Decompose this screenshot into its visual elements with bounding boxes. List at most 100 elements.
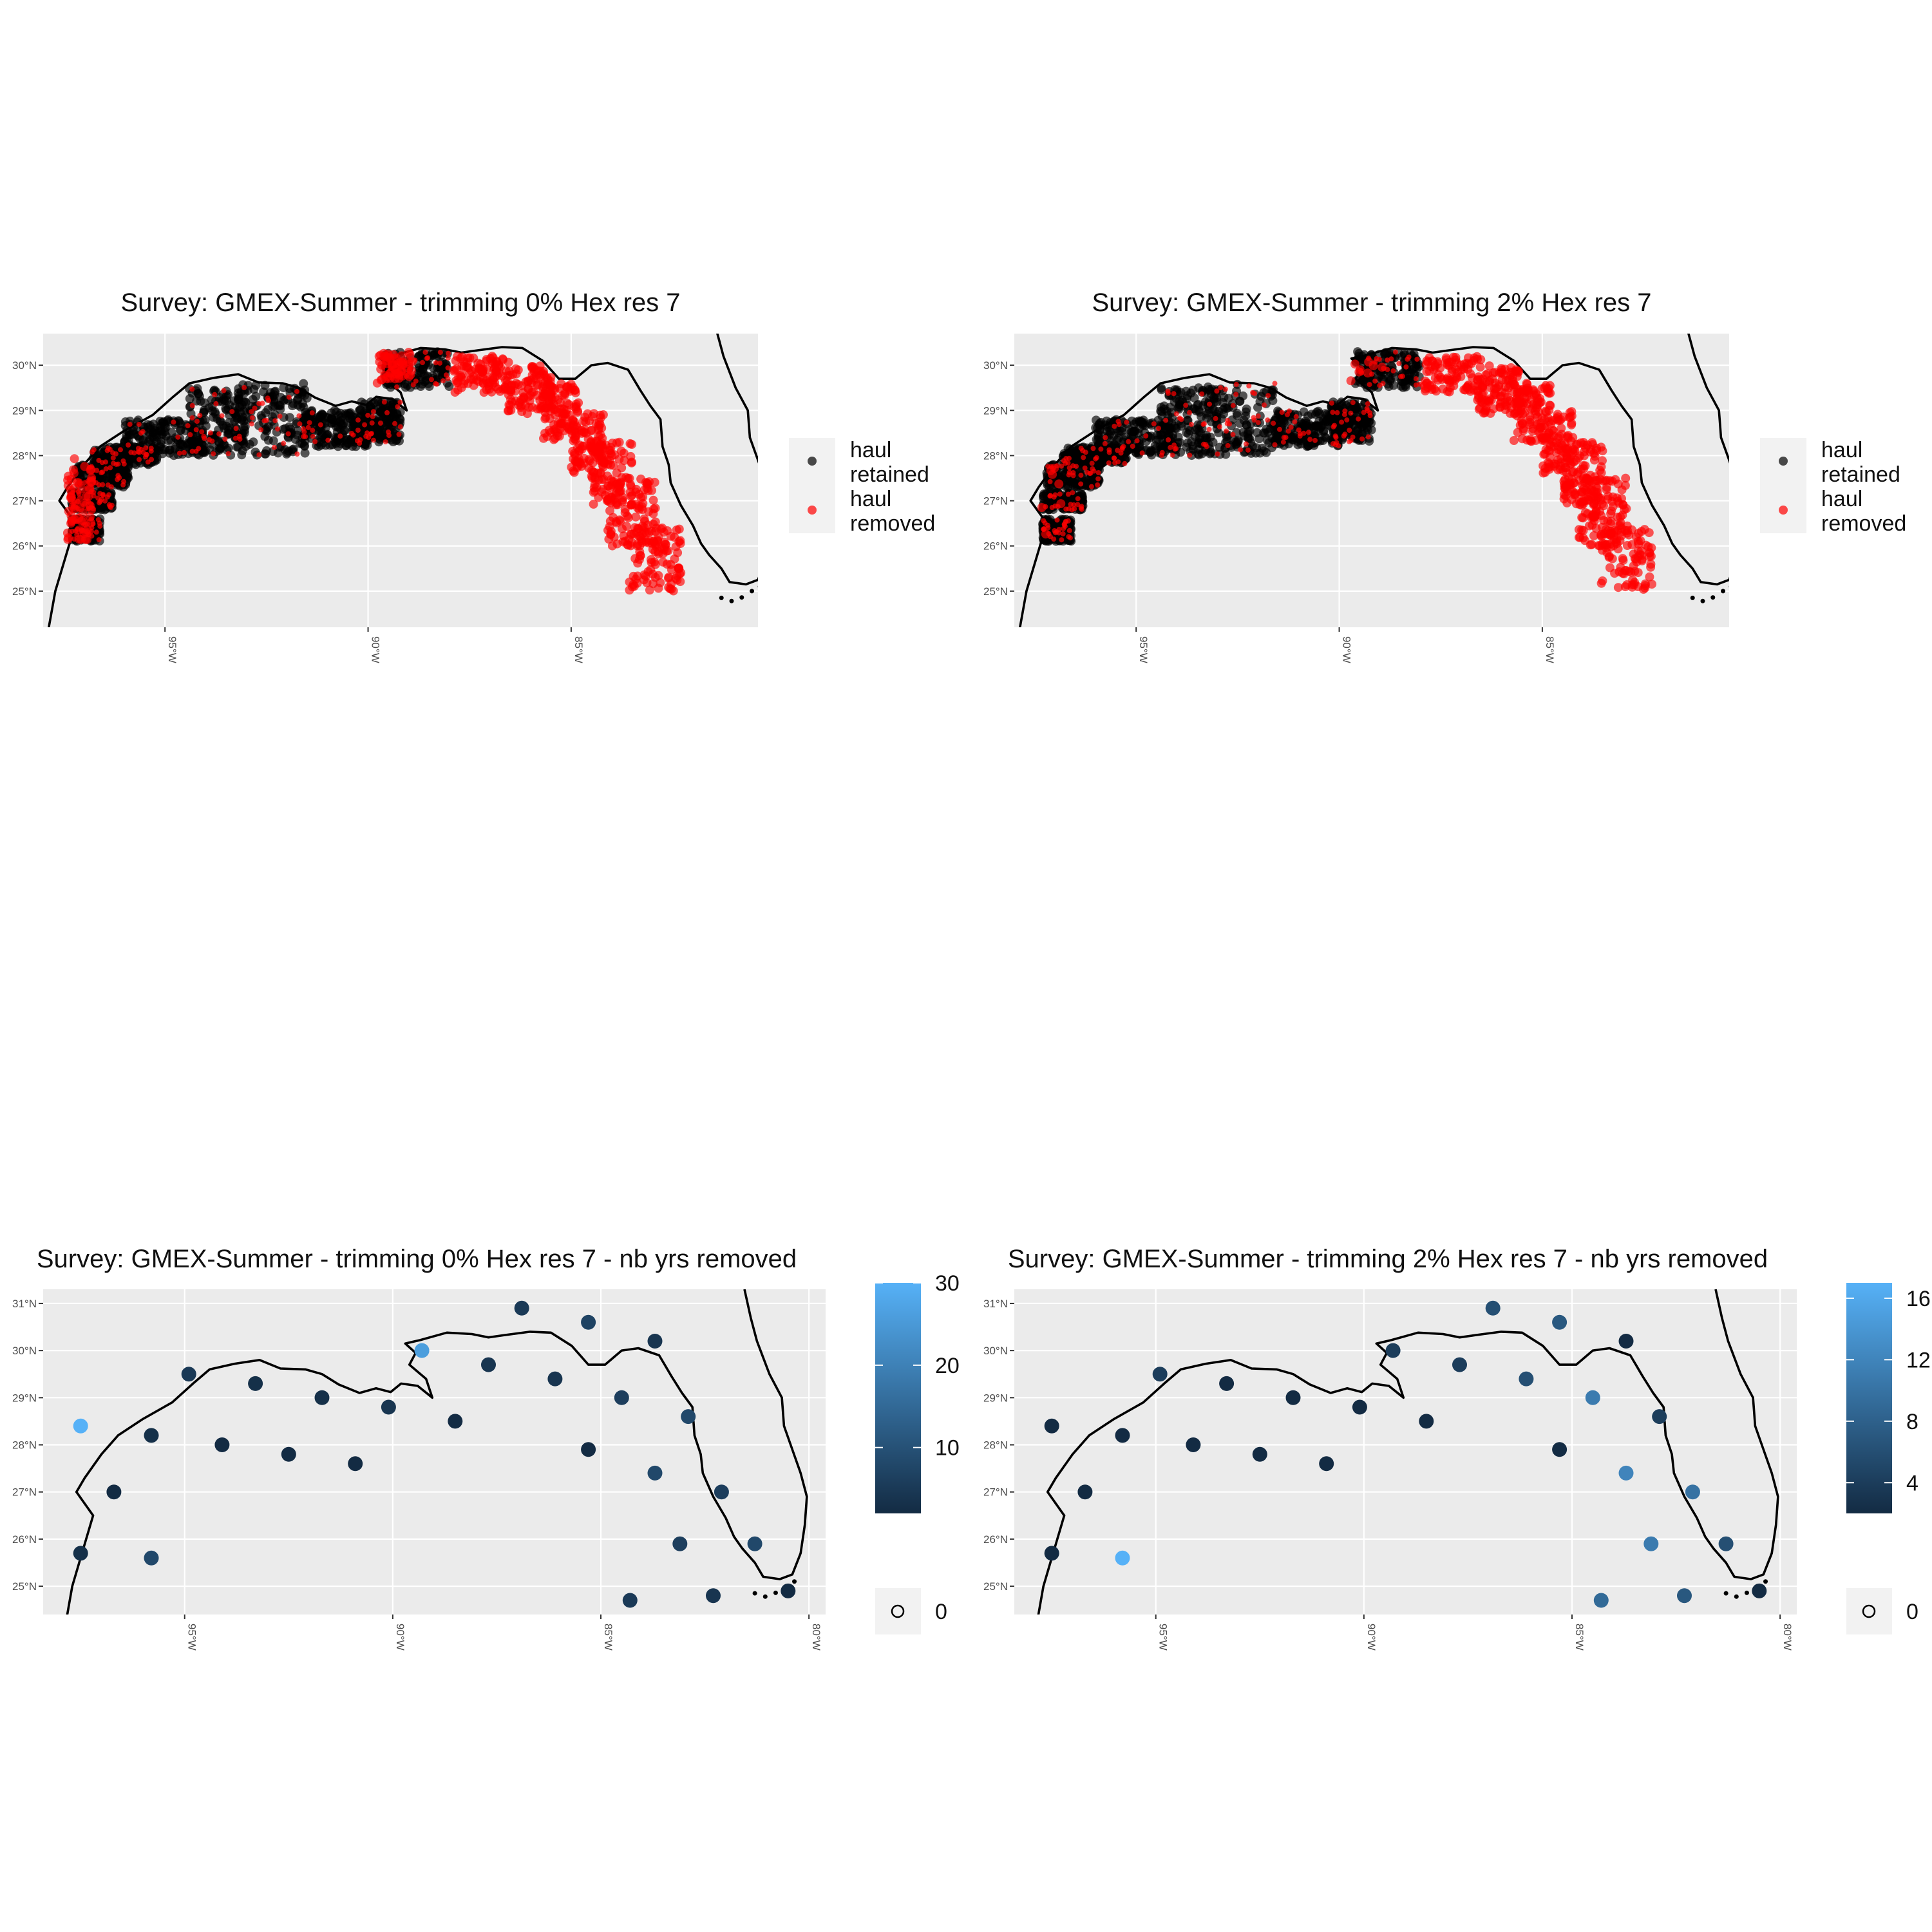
haul-point-removed	[1475, 362, 1485, 372]
haul-point-retained	[167, 428, 176, 437]
haul-point-retained	[208, 406, 217, 415]
haul-point-removed	[237, 436, 243, 442]
haul-point-removed	[1200, 421, 1206, 427]
haul-point-removed	[85, 483, 95, 493]
haul-point-retained	[1314, 417, 1324, 426]
haul-point-removed	[1187, 452, 1193, 458]
haul-point-retained	[1341, 401, 1351, 410]
haul-point-removed	[664, 573, 674, 582]
haul-point-removed	[1413, 376, 1419, 382]
legend-label: removed	[850, 511, 935, 536]
haul-point-removed	[1398, 374, 1403, 379]
haul-point-removed	[1103, 435, 1108, 440]
haul-point-removed	[433, 360, 439, 366]
haul-point-removed	[1312, 437, 1318, 443]
haul-point-removed	[1112, 455, 1117, 461]
haul-point-removed	[181, 450, 187, 455]
haul-point-removed	[1611, 475, 1620, 484]
haul-point-retained	[345, 413, 355, 423]
haul-point-removed	[95, 517, 101, 523]
florida-keys-island	[729, 598, 734, 603]
haul-point-removed	[1332, 442, 1338, 448]
haul-point-retained	[201, 446, 211, 456]
haul-point-removed	[371, 437, 376, 443]
haul-point-removed	[1168, 444, 1173, 450]
haul-point-removed	[1363, 368, 1372, 378]
haul-point-removed	[398, 359, 408, 369]
haul-point-removed	[1065, 491, 1071, 497]
haul-point-removed	[1497, 365, 1506, 375]
haul-point-retained	[1235, 397, 1245, 406]
haul-point-removed	[1057, 491, 1063, 497]
haul-point-removed	[521, 377, 531, 386]
haul-point-removed	[96, 537, 102, 543]
haul-point-removed	[1246, 383, 1252, 389]
haul-point-removed	[1596, 578, 1606, 588]
haul-point-removed	[1124, 419, 1130, 425]
haul-point-removed	[594, 417, 604, 427]
haul-point-removed	[553, 418, 563, 428]
haul-point-removed	[1187, 410, 1192, 415]
haul-point-removed	[606, 460, 615, 470]
haul-point-removed	[542, 431, 552, 441]
haul-point-removed	[325, 437, 331, 443]
florida-keys-island	[757, 585, 758, 588]
haul-point-removed	[185, 423, 191, 428]
haul-point-removed	[672, 526, 681, 535]
haul-point-removed	[631, 512, 641, 522]
haul-point-removed	[1277, 426, 1282, 432]
haul-point-retained	[1113, 433, 1123, 443]
haul-point-retained	[200, 398, 209, 408]
haul-point-removed	[1368, 361, 1378, 370]
haul-point-retained	[118, 451, 128, 460]
haul-point-removed	[372, 378, 382, 388]
haul-point-removed	[1066, 534, 1072, 540]
haul-point-removed	[633, 539, 642, 549]
haul-point-retained	[261, 408, 270, 417]
haul-point-removed	[1106, 450, 1112, 455]
florida-keys-island	[739, 595, 744, 600]
haul-point-removed	[1434, 359, 1443, 368]
haul-point-removed	[212, 392, 218, 397]
haul-point-removed	[623, 474, 633, 483]
haul-point-removed	[636, 474, 646, 484]
haul-point-removed	[1225, 442, 1231, 448]
haul-point-removed	[135, 449, 141, 455]
haul-point-removed	[80, 462, 90, 471]
haul-point-retained	[1405, 369, 1414, 379]
haul-point-removed	[395, 404, 401, 410]
haul-point-removed	[1443, 386, 1452, 396]
haul-point-removed	[1052, 492, 1058, 498]
haul-point-removed	[1139, 450, 1145, 456]
haul-point-retained	[123, 469, 133, 478]
haul-point-removed	[1088, 484, 1094, 489]
haul-point-removed	[588, 458, 598, 468]
haul-point-retained	[235, 402, 245, 412]
haul-point-removed	[1633, 536, 1643, 546]
haul-point-retained	[1241, 407, 1251, 417]
haul-point-removed	[242, 384, 247, 390]
haul-point-removed	[1365, 401, 1370, 406]
haul-point-removed	[1079, 506, 1084, 512]
haul-point-removed	[221, 388, 227, 393]
haul-point-removed	[491, 367, 500, 377]
haul-point-removed	[209, 438, 215, 444]
haul-point-removed	[62, 528, 72, 538]
haul-point-removed	[1271, 421, 1276, 426]
haul-point-removed	[570, 434, 579, 444]
haul-point-removed	[642, 484, 652, 493]
haul-point-retained	[1194, 383, 1204, 393]
haul-point-removed	[1443, 374, 1452, 383]
haul-point-removed	[1093, 456, 1099, 462]
haul-point-removed	[1602, 482, 1611, 492]
haul-point-removed	[1066, 465, 1072, 471]
haul-point-removed	[482, 356, 491, 366]
x-tick-label: 90°W	[370, 636, 382, 663]
haul-point-removed	[645, 585, 654, 595]
haul-point-removed	[1179, 417, 1184, 422]
haul-point-removed	[617, 463, 627, 473]
haul-point-removed	[265, 395, 270, 401]
haul-point-removed	[1224, 428, 1229, 434]
haul-point-removed	[1484, 361, 1494, 371]
haul-point-removed	[1207, 401, 1212, 407]
